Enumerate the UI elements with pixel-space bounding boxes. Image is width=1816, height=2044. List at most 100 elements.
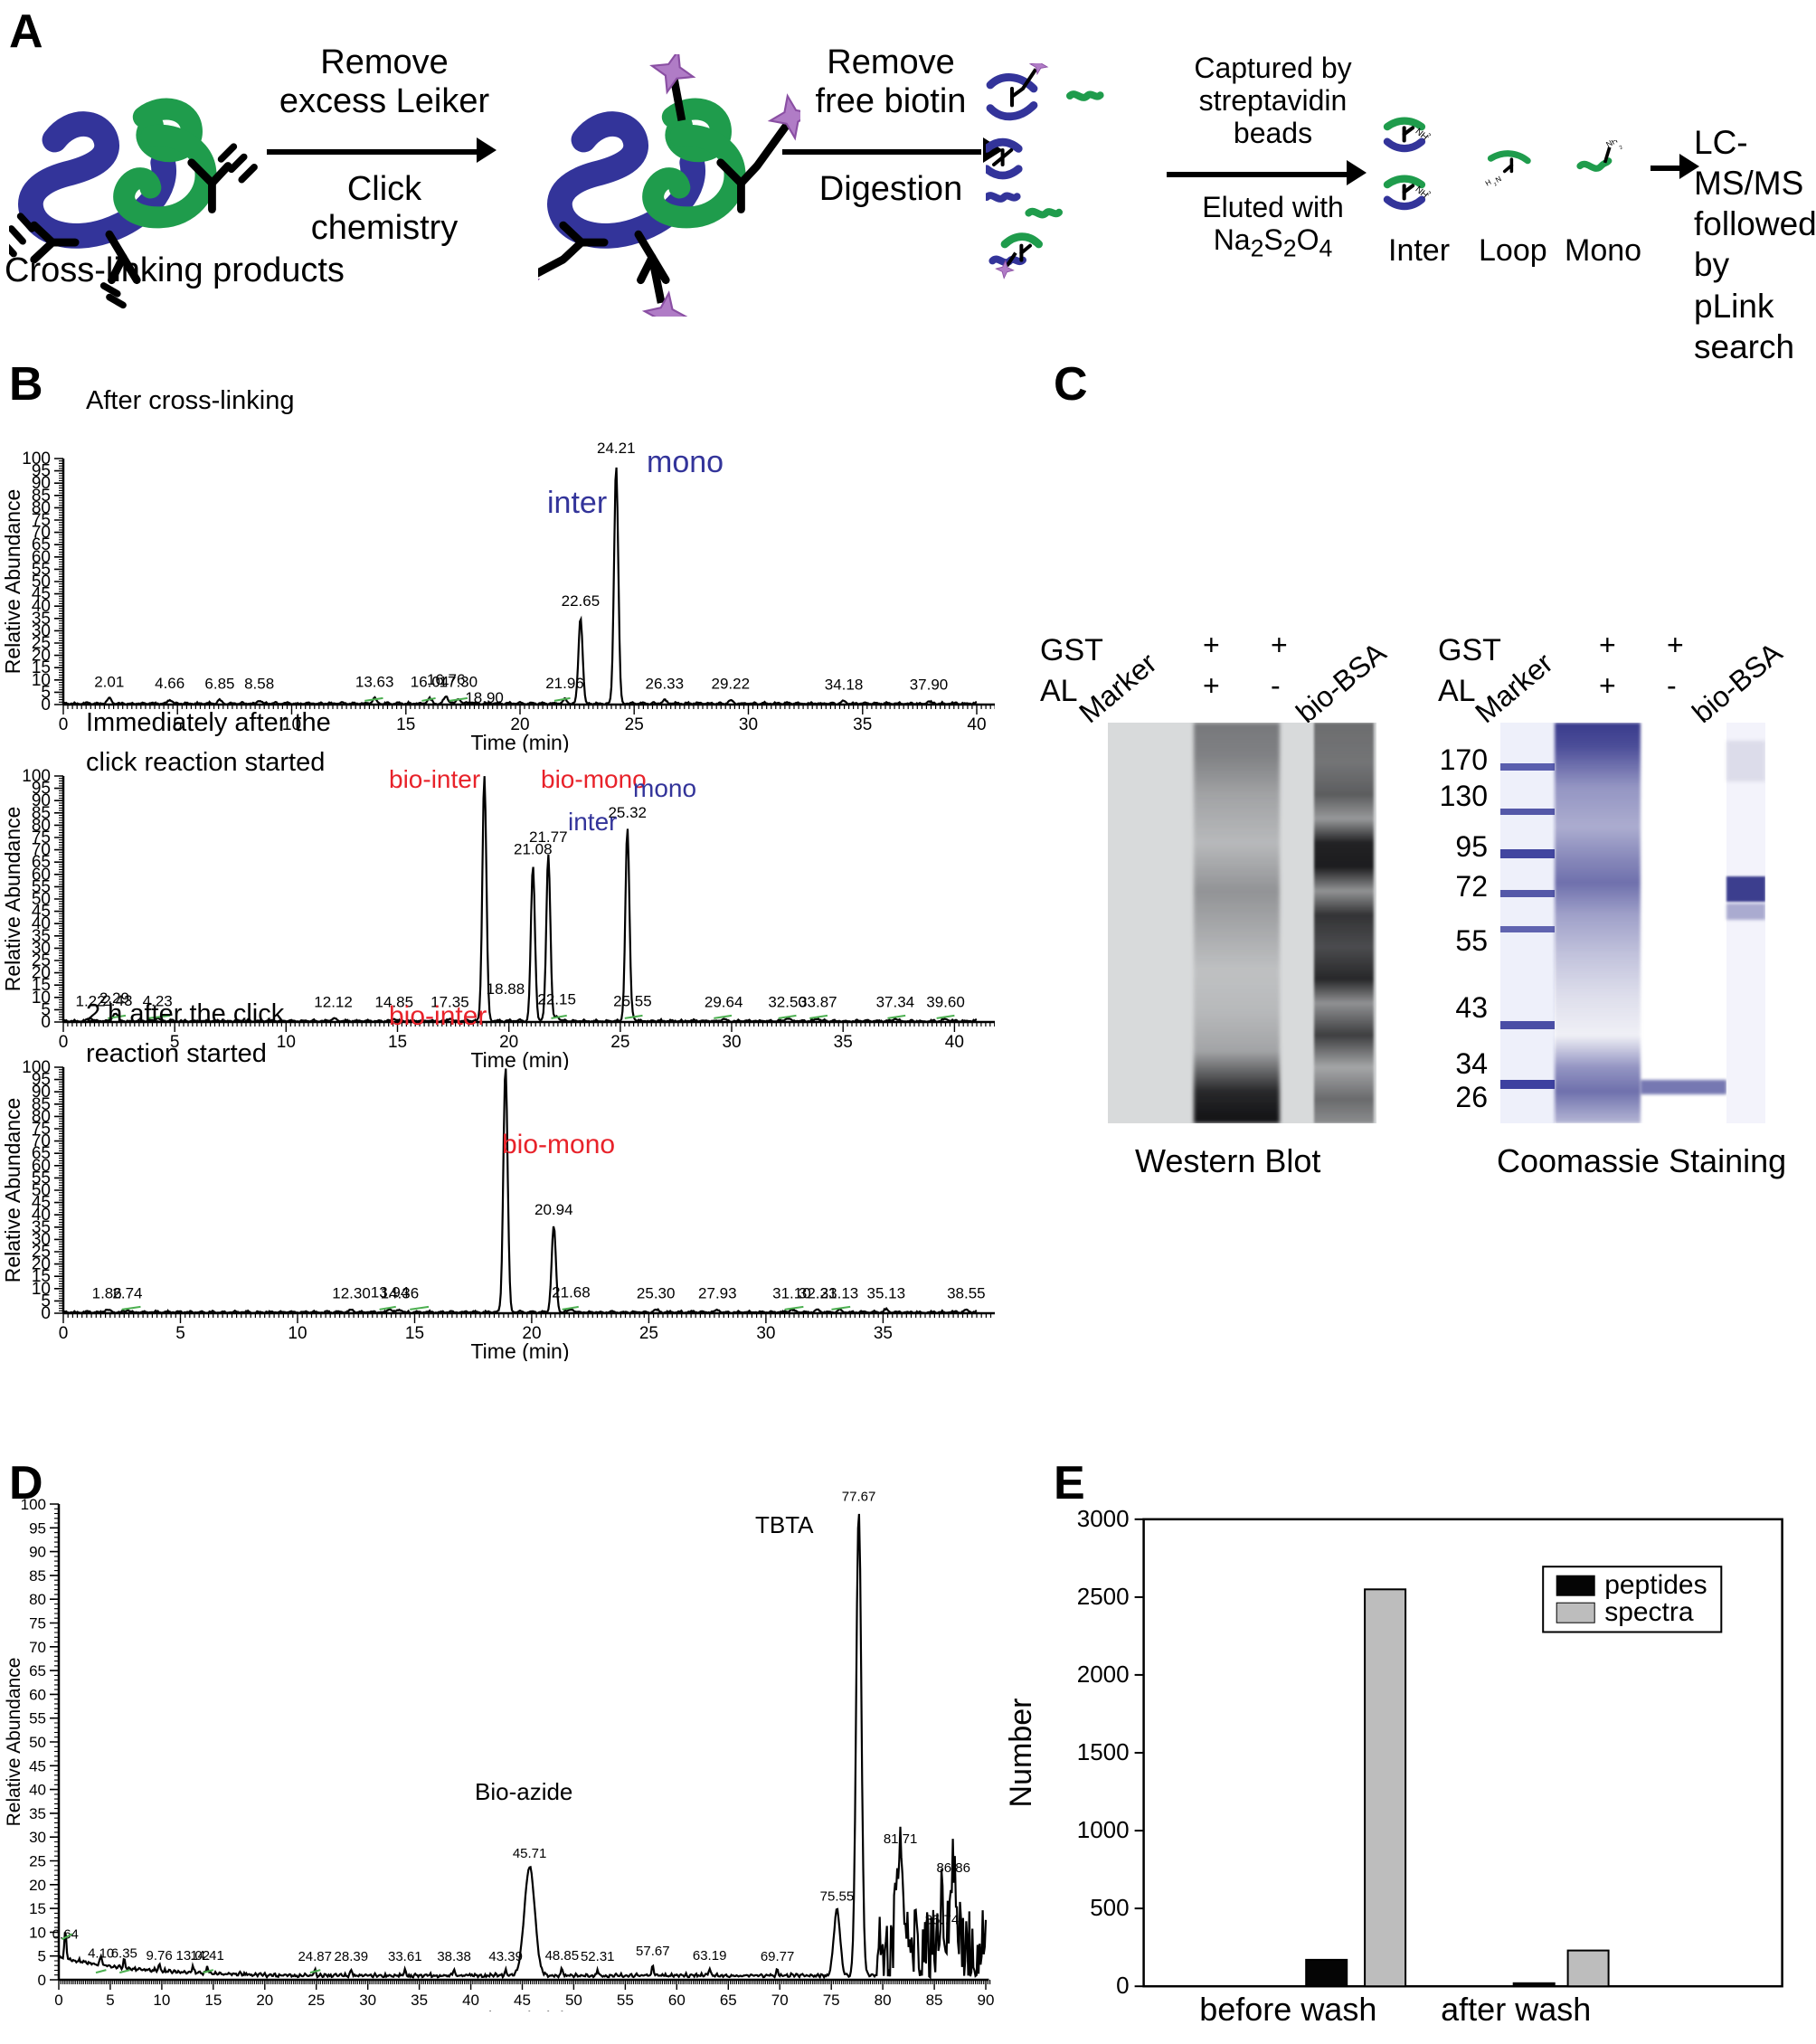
svg-text:38.55: 38.55 <box>947 1284 986 1301</box>
svg-text:1500: 1500 <box>1077 1738 1130 1765</box>
svg-text:28.39: 28.39 <box>335 1949 369 1964</box>
svg-text:90: 90 <box>978 1992 995 2009</box>
svg-text:75.55: 75.55 <box>820 1888 855 1904</box>
svg-text:5: 5 <box>38 1948 46 1965</box>
svg-text:12.30: 12.30 <box>332 1284 371 1301</box>
svg-text:Bio-azide: Bio-azide <box>475 1778 572 1805</box>
svg-text:mono: mono <box>633 774 696 802</box>
svg-text:90: 90 <box>29 1544 46 1561</box>
svg-text:reaction started: reaction started <box>86 1039 267 1068</box>
svg-text:Time (min): Time (min) <box>470 1339 569 1361</box>
svg-text:24.21: 24.21 <box>597 440 636 457</box>
svg-text:2.74: 2.74 <box>112 1284 142 1301</box>
svg-text:85: 85 <box>926 1992 943 2009</box>
svg-text:100: 100 <box>22 1058 51 1077</box>
svg-text:86.86: 86.86 <box>936 1860 970 1876</box>
svg-text:TBTA: TBTA <box>755 1511 814 1538</box>
svg-text:45: 45 <box>514 1992 531 2009</box>
svg-text:38.38: 38.38 <box>437 1949 471 1964</box>
svg-text:33.61: 33.61 <box>388 1949 422 1964</box>
svg-text:85: 85 <box>29 1567 46 1585</box>
svg-text:14.36: 14.36 <box>381 1284 420 1301</box>
svg-text:95: 95 <box>29 1519 46 1537</box>
svg-text:55: 55 <box>29 1710 46 1727</box>
svg-text:After cross-linking: After cross-linking <box>86 386 294 415</box>
svg-text:9.76: 9.76 <box>147 1948 173 1964</box>
svg-text:0: 0 <box>54 1992 62 2009</box>
svg-text:57.67: 57.67 <box>636 1944 670 1959</box>
svg-text:2 h after the click: 2 h after the click <box>86 999 285 1028</box>
svg-text:25: 25 <box>307 1992 325 2009</box>
svg-text:25: 25 <box>639 1324 658 1343</box>
svg-text:20: 20 <box>256 1992 273 2009</box>
svg-text:20: 20 <box>29 1877 46 1894</box>
svg-text:40: 40 <box>462 1992 479 2009</box>
svg-text:22.65: 22.65 <box>562 592 601 610</box>
svg-text:0: 0 <box>38 1972 46 1989</box>
svg-text:45.71: 45.71 <box>513 1846 547 1861</box>
svg-text:20.94: 20.94 <box>534 1201 573 1218</box>
svg-text:27.93: 27.93 <box>698 1284 737 1301</box>
svg-text:24.87: 24.87 <box>298 1949 332 1964</box>
svg-text:18.88: 18.88 <box>487 981 525 998</box>
svg-text:0: 0 <box>59 1324 69 1343</box>
svg-text:17.30: 17.30 <box>440 674 478 691</box>
svg-text:69.77: 69.77 <box>761 1949 795 1964</box>
svg-text:13.63: 13.63 <box>355 674 394 691</box>
svg-text:5: 5 <box>175 1324 185 1343</box>
svg-text:click reaction started: click reaction started <box>86 748 325 777</box>
svg-text:45: 45 <box>29 1757 46 1774</box>
svg-text:10: 10 <box>288 1324 307 1343</box>
svg-text:bio-inter: bio-inter <box>389 1001 487 1031</box>
svg-text:spectra: spectra <box>1604 1597 1694 1627</box>
svg-text:63.19: 63.19 <box>693 1948 727 1964</box>
svg-text:inter: inter <box>547 486 607 520</box>
svg-text:100: 100 <box>22 449 51 468</box>
svg-text:77.67: 77.67 <box>842 1490 876 1505</box>
svg-text:0.64: 0.64 <box>52 1926 79 1942</box>
svg-text:43.39: 43.39 <box>488 1949 523 1964</box>
svg-text:2.01: 2.01 <box>94 674 124 691</box>
svg-text:bio-inter: bio-inter <box>389 765 480 793</box>
svg-text:5: 5 <box>106 1992 114 2009</box>
svg-text:14.41: 14.41 <box>190 1948 224 1964</box>
svg-text:100: 100 <box>21 1496 46 1513</box>
svg-text:before wash: before wash <box>1199 1991 1376 2028</box>
svg-text:500: 500 <box>1090 1894 1129 1921</box>
svg-text:55: 55 <box>617 1992 634 2009</box>
svg-text:mono: mono <box>647 445 724 479</box>
svg-text:1000: 1000 <box>1077 1816 1130 1843</box>
svg-text:Relative Abundance: Relative Abundance <box>4 1658 24 1827</box>
svg-text:60: 60 <box>668 1992 686 2009</box>
svg-text:18.90: 18.90 <box>465 690 504 706</box>
svg-text:85.74: 85.74 <box>925 1913 960 1928</box>
svg-text:peptides: peptides <box>1604 1570 1707 1600</box>
svg-text:100: 100 <box>22 767 51 786</box>
svg-text:6.35: 6.35 <box>111 1945 137 1961</box>
svg-text:inter: inter <box>568 808 617 836</box>
svg-text:40: 40 <box>29 1782 46 1799</box>
svg-text:3000: 3000 <box>1077 1505 1130 1532</box>
svg-text:Immediately after the: Immediately after the <box>86 708 331 737</box>
svg-text:2500: 2500 <box>1077 1583 1130 1610</box>
svg-text:0: 0 <box>1116 1972 1129 1999</box>
svg-text:35: 35 <box>29 1805 46 1822</box>
svg-text:65: 65 <box>720 1992 737 2009</box>
svg-text:70: 70 <box>771 1992 789 2009</box>
svg-text:81.71: 81.71 <box>884 1831 918 1847</box>
svg-text:60: 60 <box>29 1686 46 1703</box>
svg-text:35: 35 <box>874 1324 893 1343</box>
svg-text:80: 80 <box>29 1591 46 1608</box>
svg-text:30: 30 <box>756 1324 775 1343</box>
svg-text:Number: Number <box>1004 1699 1038 1808</box>
svg-text:Relative Abundance: Relative Abundance <box>1 489 24 675</box>
svg-text:21.77: 21.77 <box>529 828 568 846</box>
svg-text:35.13: 35.13 <box>867 1284 906 1301</box>
svg-text:50: 50 <box>565 1992 582 2009</box>
svg-text:15: 15 <box>29 1900 46 1917</box>
svg-text:10: 10 <box>153 1992 170 2009</box>
svg-text:30: 30 <box>359 1992 376 2009</box>
svg-text:48.85: 48.85 <box>545 1948 580 1964</box>
svg-text:2000: 2000 <box>1077 1661 1130 1688</box>
svg-text:15: 15 <box>405 1324 424 1343</box>
